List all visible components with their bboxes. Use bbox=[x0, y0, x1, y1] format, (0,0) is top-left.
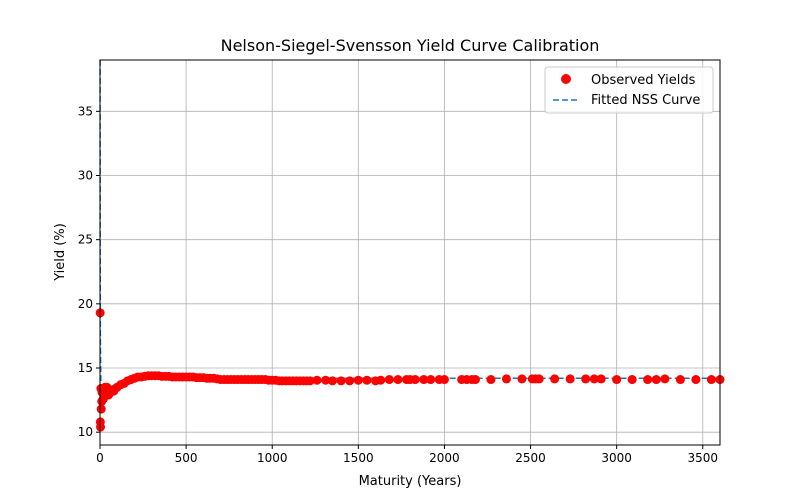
observed-yield-point bbox=[419, 375, 429, 385]
observed-yield-point bbox=[706, 375, 716, 385]
observed-yield-point bbox=[345, 376, 355, 386]
observed-yield-point bbox=[362, 375, 372, 385]
x-tick-label: 1500 bbox=[343, 451, 374, 465]
x-tick-label: 2500 bbox=[515, 451, 546, 465]
observed-yield-point bbox=[612, 375, 622, 385]
observed-yield-point bbox=[660, 374, 670, 384]
observed-yield-point bbox=[321, 375, 331, 385]
y-axis: 10 15 20 25 30 35 bbox=[78, 104, 100, 439]
observed-yield-point bbox=[627, 375, 637, 385]
x-axis: 0 500 1000 1500 2000 2500 3000 3500 bbox=[96, 445, 718, 465]
observed-yield-point bbox=[550, 374, 560, 384]
legend-label-observed: Observed Yields bbox=[591, 73, 696, 88]
observed-yield-point bbox=[651, 375, 661, 385]
observed-yield-point bbox=[439, 375, 449, 385]
observed-yield-point bbox=[376, 375, 386, 385]
y-tick-label: 35 bbox=[78, 104, 93, 118]
observed-yield-point bbox=[581, 374, 591, 384]
y-tick-label: 30 bbox=[78, 169, 93, 183]
observed-yield-point bbox=[675, 375, 685, 385]
x-tick-label: 1000 bbox=[257, 451, 288, 465]
legend-label-fitted: Fitted NSS Curve bbox=[591, 93, 700, 108]
chart-title: Nelson-Siegel-Svensson Yield Curve Calib… bbox=[221, 36, 600, 55]
observed-yield-point bbox=[328, 376, 337, 386]
observed-yield-point bbox=[384, 375, 394, 385]
observed-points bbox=[95, 308, 725, 432]
legend-box bbox=[544, 66, 714, 114]
observed-yield-point bbox=[410, 375, 420, 385]
observed-yield-point bbox=[96, 404, 106, 414]
x-tick-label: 0 bbox=[96, 451, 104, 465]
observed-yield-point bbox=[470, 375, 480, 385]
x-tick-label: 3500 bbox=[688, 451, 719, 465]
observed-yield-point bbox=[565, 374, 575, 384]
y-tick-label: 15 bbox=[78, 361, 93, 375]
grid bbox=[99, 60, 720, 445]
observed-yield-point bbox=[353, 375, 363, 385]
plot-frame bbox=[99, 59, 721, 446]
observed-yield-point bbox=[426, 375, 436, 385]
observed-yield-point bbox=[596, 374, 606, 384]
observed-yield-point bbox=[305, 376, 315, 386]
x-tick-label: 2000 bbox=[429, 451, 460, 465]
y-tick-label: 10 bbox=[78, 425, 93, 439]
x-tick-label: 500 bbox=[175, 451, 198, 465]
observed-yield-point bbox=[336, 376, 346, 386]
observed-yield-point bbox=[393, 375, 403, 385]
observed-yield-point bbox=[589, 374, 599, 384]
observed-yield-point bbox=[534, 374, 544, 384]
y-tick-label: 25 bbox=[78, 233, 93, 247]
legend-marker-observed bbox=[561, 74, 571, 84]
x-tick-label: 3000 bbox=[601, 451, 632, 465]
observed-yield-point bbox=[501, 374, 511, 384]
y-axis-label: Yield (%) bbox=[53, 223, 68, 282]
observed-yield-point bbox=[643, 375, 653, 385]
x-axis-label: Maturity (Years) bbox=[359, 474, 462, 489]
observed-yield-point bbox=[312, 375, 322, 385]
legend: Observed Yields Fitted NSS Curve bbox=[544, 66, 714, 114]
observed-yield-point bbox=[517, 374, 527, 384]
observed-yield-point bbox=[486, 375, 496, 385]
observed-yield-point bbox=[96, 422, 106, 432]
observed-yield-point bbox=[691, 375, 701, 385]
y-tick-label: 20 bbox=[78, 297, 93, 311]
